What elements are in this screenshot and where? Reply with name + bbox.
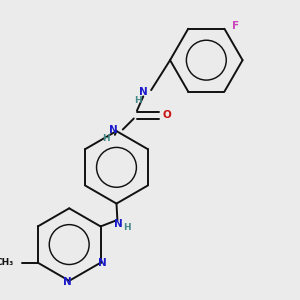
Text: N: N xyxy=(114,219,122,229)
Text: H: H xyxy=(123,223,131,232)
Text: H: H xyxy=(102,134,110,142)
Text: CH₃: CH₃ xyxy=(0,258,14,267)
Text: N: N xyxy=(98,258,106,268)
Text: F: F xyxy=(232,21,239,31)
Text: N: N xyxy=(63,278,72,287)
Text: N: N xyxy=(139,87,148,97)
Text: H: H xyxy=(134,96,141,105)
Text: O: O xyxy=(163,110,171,120)
Text: N: N xyxy=(109,124,118,134)
